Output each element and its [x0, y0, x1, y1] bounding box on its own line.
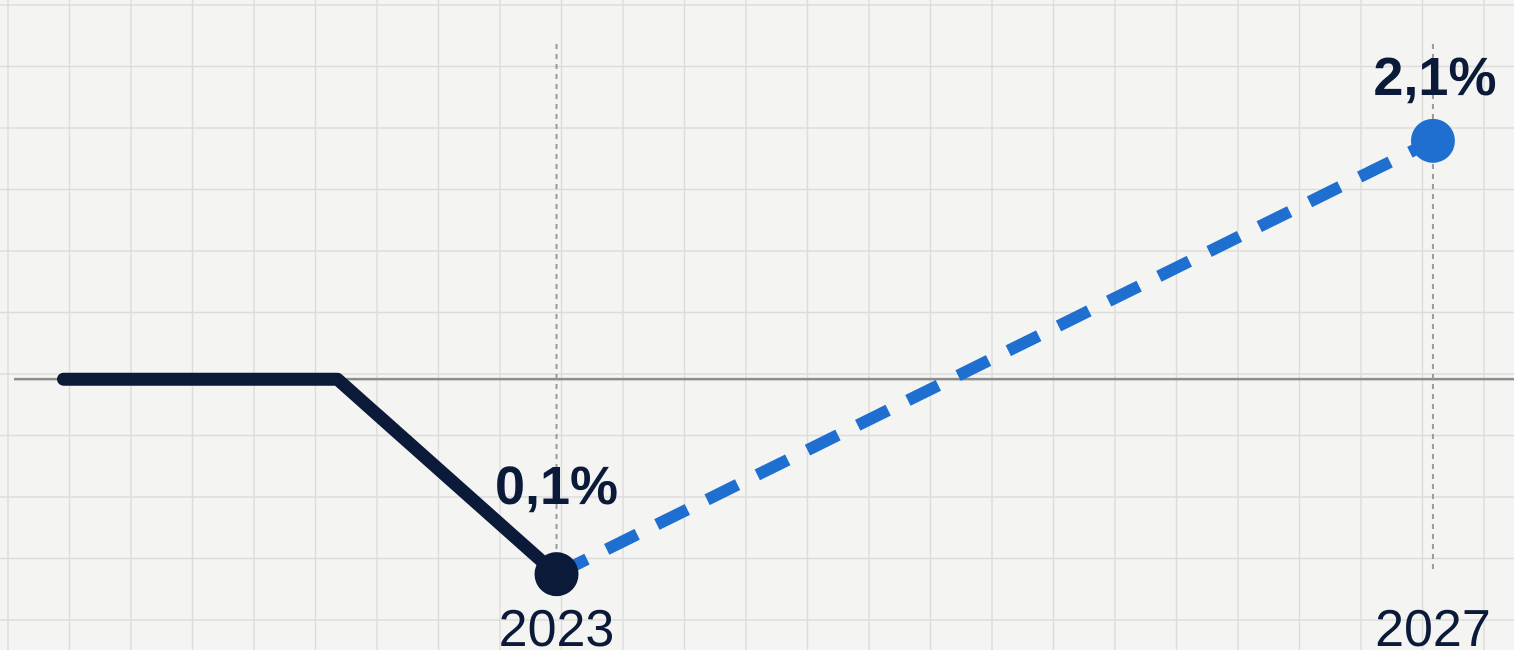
label-layer: 0,1% 2,1% 2023 2027: [495, 47, 1497, 650]
data-label: 2,1%: [1373, 47, 1496, 107]
data-label: 0,1%: [495, 456, 618, 516]
x-tick-label: 2027: [1375, 600, 1491, 650]
forecast-line: [553, 135, 1436, 580]
point-layer: [534, 118, 1455, 597]
series-layer: [57, 135, 1436, 581]
data-point: [534, 552, 579, 597]
history-line: [57, 372, 563, 581]
data-point: [1410, 118, 1455, 163]
year-guide-lines: [555, 44, 1434, 572]
x-tick-label: 2023: [499, 600, 615, 650]
